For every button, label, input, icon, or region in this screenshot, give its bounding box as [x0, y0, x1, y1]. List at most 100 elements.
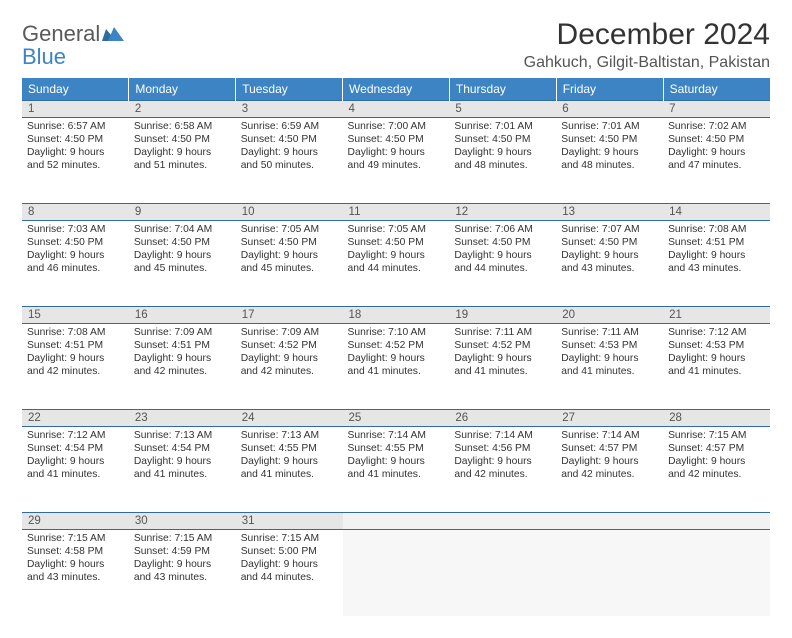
day-number-cell [556, 513, 663, 530]
day-number-cell: 12 [449, 204, 556, 221]
day-details: Sunrise: 7:04 AMSunset: 4:50 PMDaylight:… [134, 224, 231, 275]
day-details: Sunrise: 7:15 AMSunset: 4:58 PMDaylight:… [27, 533, 124, 584]
day-number-cell: 17 [236, 307, 343, 324]
calendar-body: 1234567Sunrise: 6:57 AMSunset: 4:50 PMDa… [22, 101, 770, 616]
day-number-cell: 15 [22, 307, 129, 324]
sunrise-label: Sunrise: 7:15 AM [241, 533, 338, 546]
sunset-label: Sunset: 4:52 PM [348, 340, 445, 353]
day-number-cell: 14 [663, 204, 770, 221]
brand-blue: Blue [22, 44, 66, 69]
sunrise-label: Sunrise: 7:01 AM [454, 121, 551, 134]
day-number-cell: 28 [663, 410, 770, 427]
day-details: Sunrise: 7:12 AMSunset: 4:54 PMDaylight:… [27, 430, 124, 481]
week-row: Sunrise: 7:03 AMSunset: 4:50 PMDaylight:… [22, 221, 770, 307]
sunset-label: Sunset: 4:50 PM [454, 237, 551, 250]
day-details: Sunrise: 7:13 AMSunset: 4:54 PMDaylight:… [134, 430, 231, 481]
sunset-label: Sunset: 4:55 PM [348, 443, 445, 456]
day-number-cell [663, 513, 770, 530]
day-number-row: 1234567 [22, 101, 770, 118]
daylight-label: Daylight: 9 hours and 41 minutes. [241, 456, 338, 482]
sunrise-label: Sunrise: 7:10 AM [348, 327, 445, 340]
sunrise-label: Sunrise: 7:15 AM [27, 533, 124, 546]
sunset-label: Sunset: 4:57 PM [668, 443, 765, 456]
daylight-label: Daylight: 9 hours and 42 minutes. [27, 353, 124, 379]
day-number-cell: 6 [556, 101, 663, 118]
sunrise-label: Sunrise: 7:14 AM [561, 430, 658, 443]
day-cell: Sunrise: 7:15 AMSunset: 4:59 PMDaylight:… [129, 530, 236, 616]
sunrise-label: Sunrise: 7:05 AM [348, 224, 445, 237]
day-cell: Sunrise: 7:01 AMSunset: 4:50 PMDaylight:… [449, 118, 556, 204]
day-cell: Sunrise: 7:05 AMSunset: 4:50 PMDaylight:… [236, 221, 343, 307]
calendar-page: General Blue December 2024 Gahkuch, Gilg… [0, 0, 792, 638]
day-cell: Sunrise: 6:57 AMSunset: 4:50 PMDaylight:… [22, 118, 129, 204]
day-details: Sunrise: 7:07 AMSunset: 4:50 PMDaylight:… [561, 224, 658, 275]
daylight-label: Daylight: 9 hours and 52 minutes. [27, 147, 124, 173]
day-details: Sunrise: 7:09 AMSunset: 4:52 PMDaylight:… [241, 327, 338, 378]
sunset-label: Sunset: 4:51 PM [134, 340, 231, 353]
day-header: Thursday [449, 78, 556, 101]
day-cell: Sunrise: 7:08 AMSunset: 4:51 PMDaylight:… [663, 221, 770, 307]
day-number-cell: 30 [129, 513, 236, 530]
daylight-label: Daylight: 9 hours and 51 minutes. [134, 147, 231, 173]
day-cell: Sunrise: 7:04 AMSunset: 4:50 PMDaylight:… [129, 221, 236, 307]
sunset-label: Sunset: 4:55 PM [241, 443, 338, 456]
day-cell: Sunrise: 7:02 AMSunset: 4:50 PMDaylight:… [663, 118, 770, 204]
sunrise-label: Sunrise: 7:13 AM [134, 430, 231, 443]
day-cell: Sunrise: 7:13 AMSunset: 4:54 PMDaylight:… [129, 427, 236, 513]
day-number-cell: 18 [343, 307, 450, 324]
sunset-label: Sunset: 4:50 PM [454, 134, 551, 147]
sunset-label: Sunset: 4:53 PM [561, 340, 658, 353]
day-details: Sunrise: 7:12 AMSunset: 4:53 PMDaylight:… [668, 327, 765, 378]
day-cell: Sunrise: 7:08 AMSunset: 4:51 PMDaylight:… [22, 324, 129, 410]
sunset-label: Sunset: 4:56 PM [454, 443, 551, 456]
sunset-label: Sunset: 4:50 PM [27, 237, 124, 250]
day-number-cell: 7 [663, 101, 770, 118]
daylight-label: Daylight: 9 hours and 42 minutes. [454, 456, 551, 482]
sunset-label: Sunset: 4:50 PM [668, 134, 765, 147]
day-number-cell: 20 [556, 307, 663, 324]
daylight-label: Daylight: 9 hours and 50 minutes. [241, 147, 338, 173]
sunset-label: Sunset: 4:50 PM [241, 134, 338, 147]
day-cell: Sunrise: 7:15 AMSunset: 4:57 PMDaylight:… [663, 427, 770, 513]
day-cell: Sunrise: 7:01 AMSunset: 4:50 PMDaylight:… [556, 118, 663, 204]
day-details: Sunrise: 7:01 AMSunset: 4:50 PMDaylight:… [454, 121, 551, 172]
daylight-label: Daylight: 9 hours and 43 minutes. [27, 559, 124, 585]
daylight-label: Daylight: 9 hours and 47 minutes. [668, 147, 765, 173]
day-number-cell: 16 [129, 307, 236, 324]
day-details: Sunrise: 7:15 AMSunset: 4:59 PMDaylight:… [134, 533, 231, 584]
day-number-cell [343, 513, 450, 530]
brand-general: General [22, 21, 100, 46]
day-number-cell: 8 [22, 204, 129, 221]
day-cell [449, 530, 556, 616]
day-cell: Sunrise: 7:00 AMSunset: 4:50 PMDaylight:… [343, 118, 450, 204]
sunset-label: Sunset: 4:52 PM [241, 340, 338, 353]
daylight-label: Daylight: 9 hours and 49 minutes. [348, 147, 445, 173]
sunrise-label: Sunrise: 6:57 AM [27, 121, 124, 134]
sunset-label: Sunset: 4:57 PM [561, 443, 658, 456]
calendar-table: Sunday Monday Tuesday Wednesday Thursday… [22, 78, 770, 616]
day-number-cell: 3 [236, 101, 343, 118]
daylight-label: Daylight: 9 hours and 42 minutes. [134, 353, 231, 379]
sunrise-label: Sunrise: 6:58 AM [134, 121, 231, 134]
week-row: Sunrise: 7:12 AMSunset: 4:54 PMDaylight:… [22, 427, 770, 513]
sunset-label: Sunset: 4:51 PM [668, 237, 765, 250]
day-number-cell: 27 [556, 410, 663, 427]
sunrise-label: Sunrise: 6:59 AM [241, 121, 338, 134]
sunset-label: Sunset: 4:50 PM [134, 237, 231, 250]
sunrise-label: Sunrise: 7:14 AM [348, 430, 445, 443]
daylight-label: Daylight: 9 hours and 43 minutes. [668, 250, 765, 276]
daylight-label: Daylight: 9 hours and 48 minutes. [454, 147, 551, 173]
day-details: Sunrise: 7:00 AMSunset: 4:50 PMDaylight:… [348, 121, 445, 172]
day-cell [556, 530, 663, 616]
sunrise-label: Sunrise: 7:09 AM [134, 327, 231, 340]
sunrise-label: Sunrise: 7:03 AM [27, 224, 124, 237]
day-cell: Sunrise: 7:13 AMSunset: 4:55 PMDaylight:… [236, 427, 343, 513]
day-details: Sunrise: 7:14 AMSunset: 4:56 PMDaylight:… [454, 430, 551, 481]
daylight-label: Daylight: 9 hours and 41 minutes. [134, 456, 231, 482]
day-details: Sunrise: 7:14 AMSunset: 4:55 PMDaylight:… [348, 430, 445, 481]
day-cell: Sunrise: 7:05 AMSunset: 4:50 PMDaylight:… [343, 221, 450, 307]
daylight-label: Daylight: 9 hours and 44 minutes. [241, 559, 338, 585]
day-number-cell: 9 [129, 204, 236, 221]
day-cell: Sunrise: 7:14 AMSunset: 4:55 PMDaylight:… [343, 427, 450, 513]
sunset-label: Sunset: 4:50 PM [134, 134, 231, 147]
